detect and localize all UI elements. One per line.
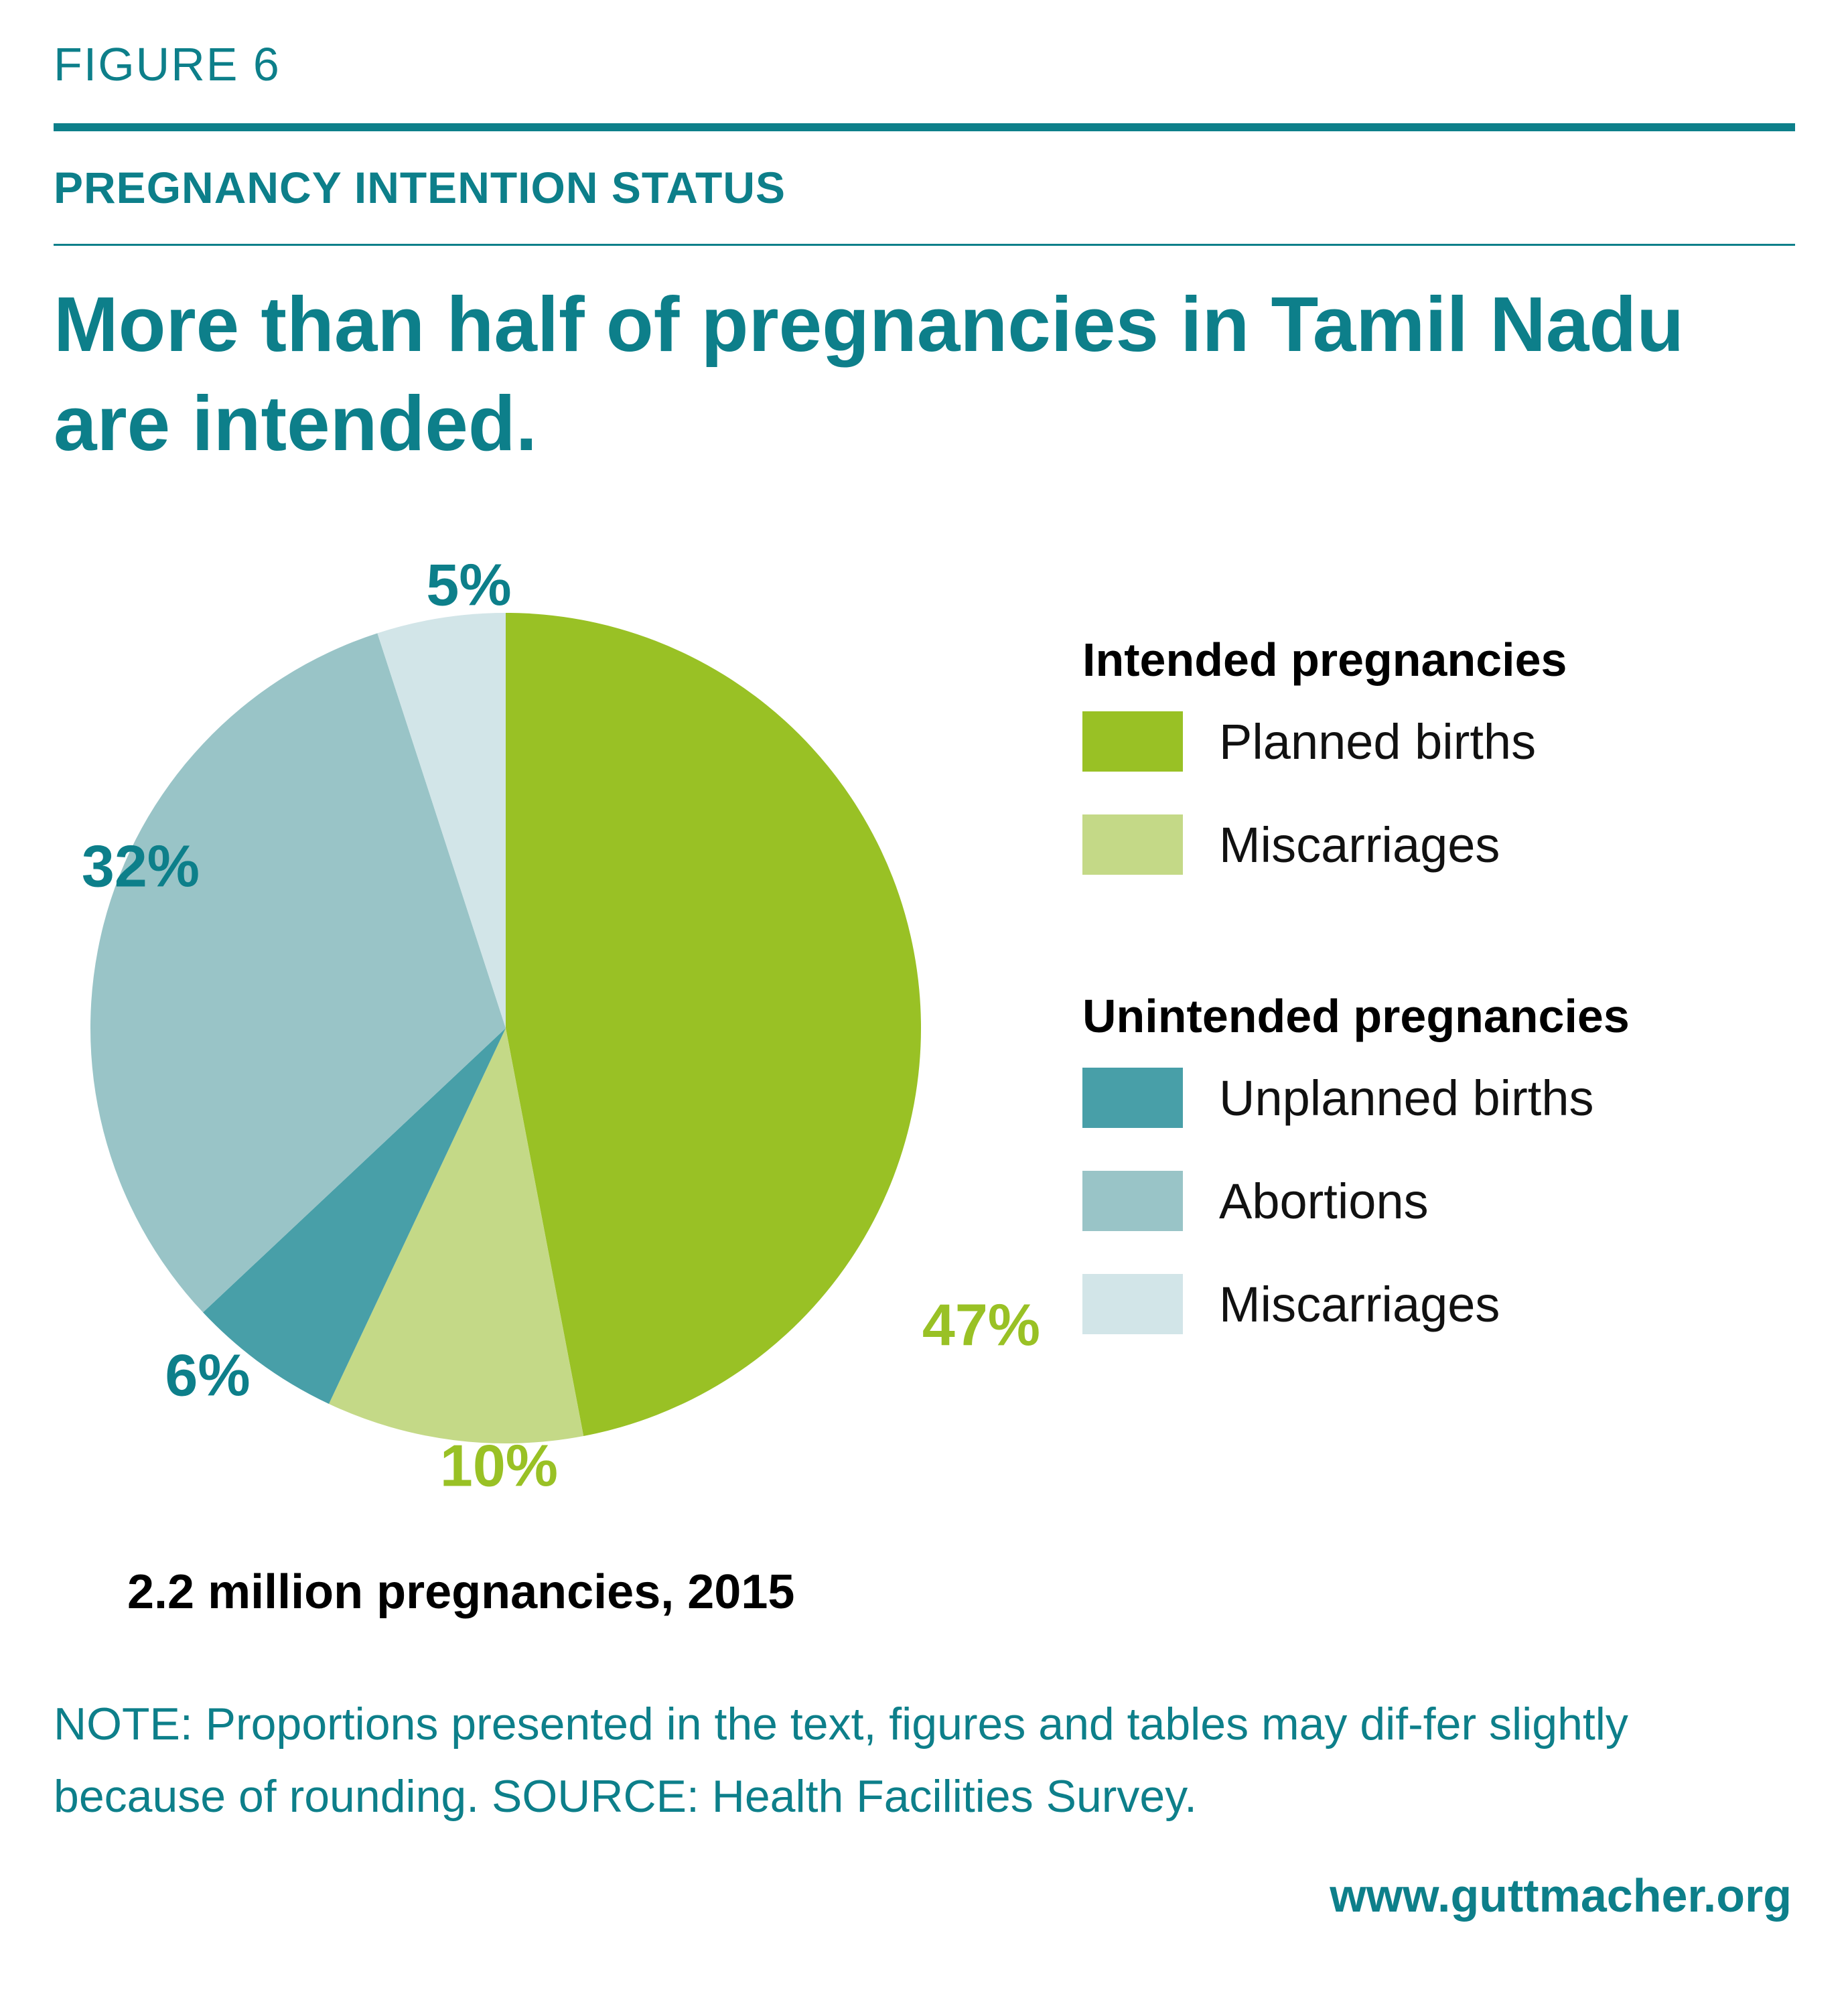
legend: Intended pregnancies Planned births Misc… — [1082, 630, 1819, 1356]
pie-label-intended-miscarriages: 10% — [440, 1432, 558, 1498]
legend-label-unintended-miscarriages: Miscarriages — [1219, 1276, 1500, 1332]
legend-label-unplanned-births: Unplanned births — [1219, 1070, 1594, 1126]
pie-label-abortions: 32% — [82, 833, 200, 899]
pie-label-planned-births: 47% — [922, 1291, 1040, 1358]
pie-slice-abortions — [90, 633, 506, 1313]
legend-item-intended-miscarriages: Miscarriages — [1082, 793, 1819, 896]
pie-slice-intended-miscarriages — [329, 1028, 584, 1444]
chart-headline: More than half of pregnancies in Tamil N… — [54, 281, 1685, 467]
legend-item-unplanned-births: Unplanned births — [1082, 1046, 1819, 1149]
legend-swatch-planned-births — [1082, 711, 1183, 772]
pie-slice-planned-births — [506, 613, 922, 1437]
legend-label-abortions: Abortions — [1219, 1173, 1429, 1229]
pie-label-unplanned-births: 6% — [165, 1342, 250, 1408]
legend-item-unintended-miscarriages: Miscarriages — [1082, 1253, 1819, 1356]
note-source-text: NOTE: Proportions presented in the text,… — [54, 1699, 1628, 1822]
legend-swatch-unplanned-births — [1082, 1068, 1183, 1128]
legend-group-title-intended: Intended pregnancies — [1082, 634, 1567, 686]
pie-slice-unplanned-births — [203, 1028, 506, 1404]
legend-label-planned-births: Planned births — [1219, 713, 1537, 770]
legend-item-abortions: Abortions — [1082, 1149, 1819, 1253]
header-rule-thick — [54, 123, 1795, 131]
figure-label: FIGURE 6 — [54, 38, 281, 90]
total-pregnancies-label: 2.2 million pregnancies, 2015 — [127, 1565, 795, 1619]
legend-swatch-unintended-miscarriages — [1082, 1274, 1183, 1334]
pie-chart: 47% 10% 6% 32% 5% — [82, 551, 1040, 1498]
legend-swatch-intended-miscarriages — [1082, 814, 1183, 875]
pie-slice-unintended-miscarriages — [377, 613, 506, 1028]
legend-swatch-abortions — [1082, 1171, 1183, 1231]
section-title: PREGNANCY INTENTION STATUS — [54, 163, 786, 212]
legend-spacer — [1082, 896, 1819, 986]
legend-item-planned-births: Planned births — [1082, 690, 1819, 793]
website-url: www.guttmacher.org — [1330, 1869, 1792, 1922]
pie-label-unintended-miscarriages: 5% — [426, 551, 511, 618]
legend-group-title-unintended: Unintended pregnancies — [1082, 990, 1630, 1042]
legend-label-intended-miscarriages: Miscarriages — [1219, 816, 1500, 873]
header-rule-thin — [54, 244, 1795, 246]
